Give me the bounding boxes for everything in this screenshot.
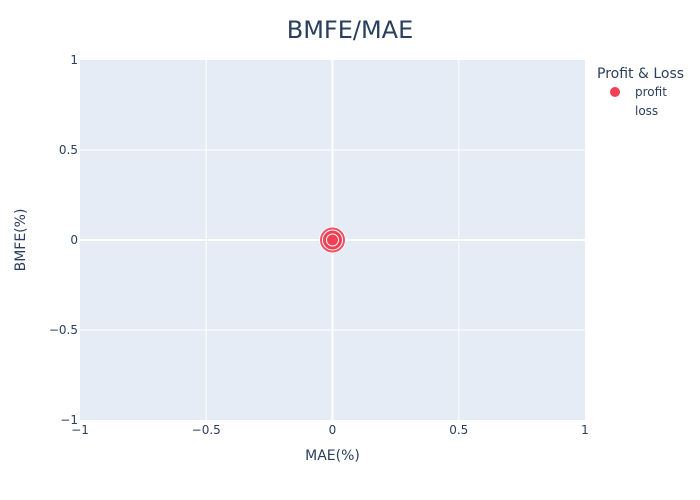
y-tick-label: 0 — [70, 233, 78, 247]
legend: Profit & Loss profit loss — [597, 66, 684, 118]
legend-items: profit loss — [610, 85, 667, 118]
legend-label-profit: profit — [635, 85, 667, 99]
x-tick-label: 0 — [329, 423, 337, 437]
scatter-point — [326, 233, 339, 247]
x-tick-label: 0.5 — [449, 423, 468, 437]
y-tick-label: −0.5 — [49, 323, 78, 337]
x-tick-label: 1 — [581, 423, 589, 437]
x-axis-title: MAE(%) — [305, 448, 360, 464]
y-tick-label: −1 — [60, 413, 78, 427]
y-axis-title: BMFE(%) — [13, 209, 29, 272]
chart-title: BMFE/MAE — [287, 16, 414, 44]
legend-marker-profit — [610, 87, 620, 97]
x-tick-label: −0.5 — [192, 423, 221, 437]
scatter-marks — [319, 226, 346, 254]
x-axis-tick-labels: −1 −0.5 0 0.5 1 — [71, 423, 589, 437]
legend-label-loss: loss — [635, 104, 658, 118]
y-tick-label: 1 — [70, 53, 78, 67]
y-axis-tick-labels: −1 −0.5 0 0.5 1 — [49, 53, 78, 427]
x-tick-label: −1 — [71, 423, 89, 437]
y-tick-label: 0.5 — [59, 143, 78, 157]
legend-title: Profit & Loss — [597, 66, 684, 82]
